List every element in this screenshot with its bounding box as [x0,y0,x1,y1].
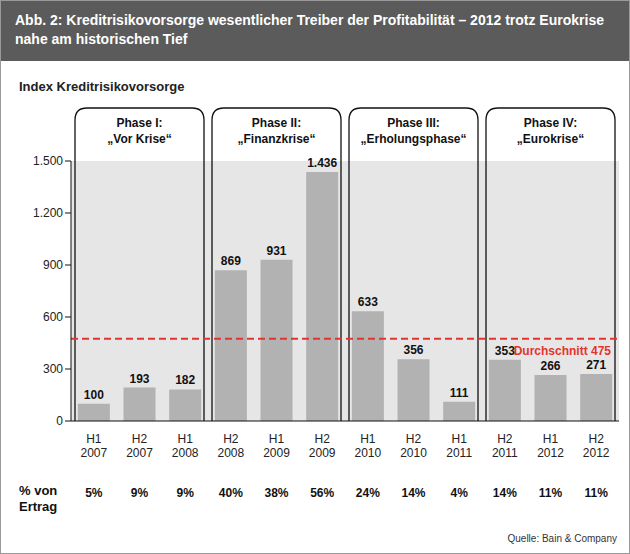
svg-text:H12007: H12007 [80,432,107,460]
html-text:Index Kreditrisikovorsorge: Index Kreditrisikovorsorge [19,79,185,94]
svg-text:353: 353 [495,344,515,358]
svg-text:931: 931 [267,244,287,258]
svg-text:Phase I:: Phase I: [116,116,162,130]
html-text:9%: 9% [130,486,149,500]
svg-text:H12009: H12009 [263,432,290,460]
html-text:5%: 5% [85,486,103,500]
html-text:14%: 14% [492,486,517,500]
svg-text:H22009: H22009 [309,432,336,460]
svg-text:1.200: 1.200 [33,206,63,220]
svg-text:H22008: H22008 [217,432,244,460]
svg-text:900: 900 [43,258,63,272]
svg-text:300: 300 [43,362,63,376]
svg-text:H12008: H12008 [172,432,199,460]
html-text:Ertrag: Ertrag [19,499,58,514]
svg-text:1.500: 1.500 [33,154,63,168]
svg-text:271: 271 [586,358,606,372]
svg-text:633: 633 [358,295,378,309]
svg-text:356: 356 [404,343,424,357]
svg-text:111: 111 [450,386,469,400]
svg-text:600: 600 [43,310,63,324]
svg-text:„Finanzkrise“: „Finanzkrise“ [237,132,315,146]
svg-text:869: 869 [221,254,241,268]
html-text:11%: 11% [584,486,608,500]
html-text:11%: 11% [538,486,563,500]
svg-text:0: 0 [56,414,63,428]
html-text:4%: 4% [450,486,468,500]
svg-text:H22011: H22011 [492,432,518,460]
svg-text:„Vor Krise“: „Vor Krise“ [107,132,171,146]
svg-text:„Eurokrise“: „Eurokrise“ [517,132,584,146]
svg-text:182: 182 [175,373,195,387]
html-text:56%: 56% [310,486,335,500]
svg-text:1.436: 1.436 [307,156,337,170]
svg-text:„Erholungsphase“: „Erholungsphase“ [360,132,466,146]
svg-text:Phase II:: Phase II: [252,116,301,130]
html-text:38%: 38% [264,486,289,500]
svg-text:H12010: H12010 [354,432,381,460]
html-text:Quelle: Bain & Company: Quelle: Bain & Company [507,533,617,544]
svg-text:H12012: H12012 [537,432,564,460]
html-text:14%: 14% [401,486,426,500]
html-text:% von: % von [19,483,58,498]
svg-text:193: 193 [130,372,150,386]
html-text:24%: 24% [355,486,380,500]
svg-text:H22012: H22012 [583,432,610,460]
svg-text:266: 266 [541,359,561,373]
svg-text:H22007: H22007 [126,432,153,460]
svg-text:H22010: H22010 [400,432,427,460]
svg-text:Phase IV:: Phase IV: [524,116,577,130]
html-text:9%: 9% [176,486,194,500]
svg-text:H12011: H12011 [446,432,472,460]
html-text:Abb. 2: Kreditrisikovorsorge w: Abb. 2: Kreditrisikovorsorge wesentliche… [15,12,604,47]
html-text:40%: 40% [218,486,243,500]
svg-text:Phase III:: Phase III: [387,116,440,130]
svg-text:Durchschnitt 475: Durchschnitt 475 [514,344,612,358]
svg-text:100: 100 [84,388,104,402]
